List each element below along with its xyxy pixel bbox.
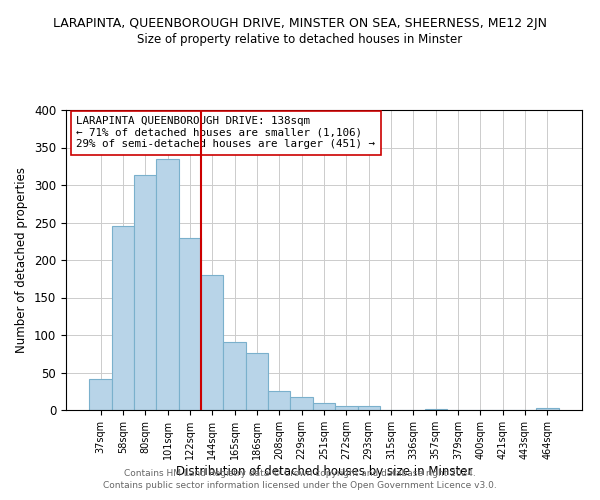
Bar: [134, 176, 157, 410]
Bar: [246, 353, 268, 410]
Bar: [157, 159, 179, 410]
Bar: [536, 408, 559, 410]
Text: Size of property relative to detached houses in Minster: Size of property relative to detached ho…: [137, 32, 463, 46]
Text: Contains public sector information licensed under the Open Government Licence v3: Contains public sector information licen…: [103, 481, 497, 490]
Bar: [358, 406, 380, 410]
Text: Contains HM Land Registry data © Crown copyright and database right 2024.: Contains HM Land Registry data © Crown c…: [124, 468, 476, 477]
Text: LARAPINTA, QUEENBOROUGH DRIVE, MINSTER ON SEA, SHEERNESS, ME12 2JN: LARAPINTA, QUEENBOROUGH DRIVE, MINSTER O…: [53, 18, 547, 30]
Bar: [201, 275, 223, 410]
Text: LARAPINTA QUEENBOROUGH DRIVE: 138sqm
← 71% of detached houses are smaller (1,106: LARAPINTA QUEENBOROUGH DRIVE: 138sqm ← 7…: [76, 116, 376, 149]
Bar: [313, 402, 335, 410]
Bar: [112, 226, 134, 410]
Bar: [268, 390, 290, 410]
Y-axis label: Number of detached properties: Number of detached properties: [16, 167, 28, 353]
Bar: [179, 238, 201, 410]
Bar: [425, 408, 447, 410]
Bar: [89, 378, 112, 410]
X-axis label: Distribution of detached houses by size in Minster: Distribution of detached houses by size …: [176, 465, 472, 478]
Bar: [290, 396, 313, 410]
Bar: [223, 342, 246, 410]
Bar: [335, 406, 358, 410]
